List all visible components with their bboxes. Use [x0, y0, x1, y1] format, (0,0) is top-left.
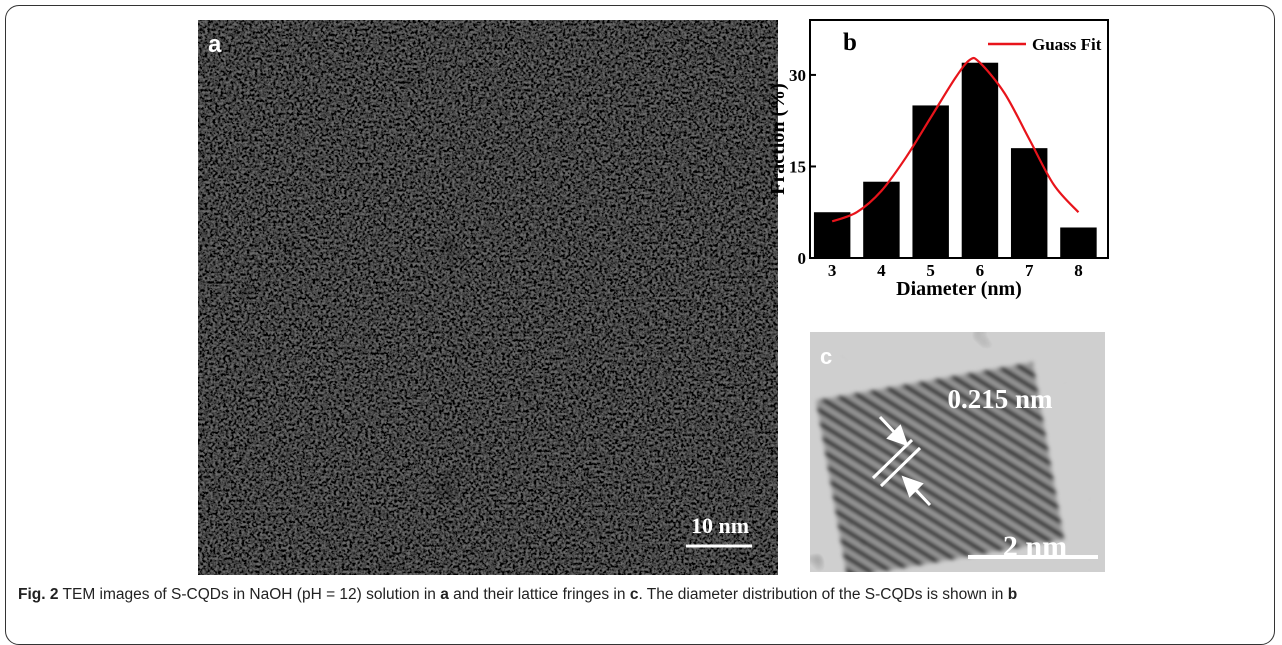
- y-tick-label: 30: [789, 66, 806, 85]
- page: a 10 nm c 0.215 nm 2 nm b Diameter (nm) …: [0, 0, 1282, 618]
- x-tick-label: 3: [828, 261, 837, 280]
- bar: [814, 212, 850, 258]
- tem-image-a: [198, 20, 778, 575]
- figure: a 10 nm c 0.215 nm 2 nm b Diameter (nm) …: [0, 0, 1282, 580]
- bar: [912, 105, 948, 258]
- y-axis-label: Fraction (%): [767, 83, 789, 195]
- caption-label: Fig. 2: [18, 586, 58, 603]
- caption-text: and their lattice fringes in: [449, 586, 630, 603]
- x-axis-label: Diameter (nm): [896, 278, 1022, 300]
- caption: Fig. 2 TEM images of S-CQDs in NaOH (pH …: [18, 586, 1017, 604]
- x-tick-label: 7: [1025, 261, 1034, 280]
- scale-bar-label: 10 nm: [691, 513, 749, 538]
- bar: [1060, 227, 1096, 258]
- panel-label: c: [820, 344, 832, 369]
- caption-text: . The diameter distribution of the S-CQD…: [638, 586, 1007, 603]
- lattice-annotation: 0.215 nm: [947, 384, 1053, 414]
- panel-label: b: [843, 29, 857, 56]
- bar: [863, 182, 899, 258]
- caption-text: b: [1008, 586, 1017, 603]
- x-tick-label: 4: [877, 261, 886, 280]
- panel-label: a: [208, 31, 222, 58]
- y-tick-label: 0: [798, 249, 807, 268]
- caption-text: a: [440, 586, 449, 603]
- x-tick-label: 6: [976, 261, 985, 280]
- x-tick-label: 5: [926, 261, 935, 280]
- x-tick-label: 8: [1074, 261, 1083, 280]
- y-tick-label: 15: [789, 157, 806, 176]
- bar: [962, 63, 998, 258]
- legend-label: Guass Fit: [1032, 35, 1102, 54]
- caption-text: TEM images of S-CQDs in NaOH (pH = 12) s…: [63, 586, 441, 603]
